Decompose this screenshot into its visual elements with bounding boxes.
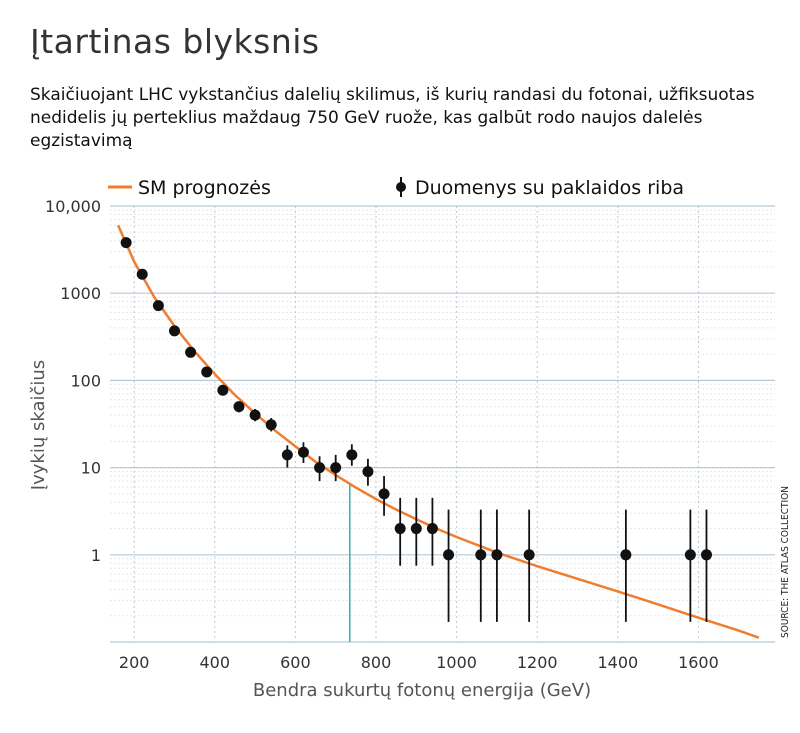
data-point <box>346 444 358 466</box>
data-marker <box>168 325 180 337</box>
data-marker <box>491 549 503 561</box>
x-tick-label: 1200 <box>517 653 558 672</box>
data-point <box>410 497 422 566</box>
data-point <box>394 497 406 566</box>
data-point <box>152 300 164 312</box>
x-tick-label: 600 <box>280 653 311 672</box>
data-marker <box>281 449 293 461</box>
legend-label-data: Duomenys su paklaidos riba <box>415 177 684 199</box>
data-marker <box>233 401 245 413</box>
data-marker <box>297 446 309 458</box>
source-note: SOURCE: THE ATLAS COLLECTION <box>780 486 791 638</box>
data-marker <box>265 419 277 431</box>
x-tick-label: 200 <box>119 653 150 672</box>
data-marker <box>201 366 213 378</box>
x-tick-label: 1400 <box>597 653 638 672</box>
data-marker <box>620 549 632 561</box>
legend: SM prognozės Duomenys su paklaidos riba <box>108 177 684 199</box>
data-marker <box>346 449 358 461</box>
data-point <box>265 418 277 432</box>
prediction-layer <box>116 224 760 639</box>
data-marker <box>249 409 261 421</box>
data-marker <box>362 466 374 478</box>
data-marker <box>185 346 197 358</box>
data-marker <box>394 523 406 535</box>
prediction-curve <box>116 224 760 639</box>
data-marker <box>330 462 342 474</box>
data-marker <box>443 549 455 561</box>
data-layer <box>120 237 712 622</box>
x-axis-label: Bendra sukurtų fotonų energija (GeV) <box>253 680 591 701</box>
data-point <box>168 325 180 337</box>
grid <box>110 205 775 643</box>
data-point <box>249 408 261 422</box>
data-marker <box>120 237 132 249</box>
y-tick-label: 100 <box>70 371 101 390</box>
data-point <box>443 509 455 622</box>
data-point <box>201 366 213 378</box>
data-point <box>281 445 293 468</box>
data-point <box>314 456 326 482</box>
data-point <box>120 237 132 249</box>
data-marker <box>475 549 487 561</box>
y-tick-label: 10,000 <box>45 197 101 216</box>
data-point <box>684 509 696 622</box>
data-marker <box>700 549 712 561</box>
data-marker <box>152 300 164 312</box>
data-point <box>297 442 309 463</box>
chart-title: Įtartinas blyksnis <box>30 22 320 61</box>
y-tick-label: 10 <box>81 459 101 478</box>
data-point <box>700 509 712 622</box>
data-point <box>330 454 342 482</box>
x-axis-ticks: 200 400 600 800 1000 1200 1400 1600 <box>119 653 719 672</box>
chart-subtitle: Skaičiuojant LHC vykstančius dalelių ski… <box>30 85 755 151</box>
data-point <box>426 497 438 566</box>
y-axis-ticks: 1 10 100 1000 10,000 <box>45 197 101 565</box>
data-marker <box>314 462 326 474</box>
data-marker <box>136 268 148 280</box>
y-tick-label: 1000 <box>60 284 101 303</box>
data-point <box>523 509 535 622</box>
x-tick-label: 1000 <box>436 653 477 672</box>
y-tick-label: 1 <box>91 546 101 565</box>
data-marker <box>426 523 438 535</box>
data-point <box>362 458 374 486</box>
legend-label-prediction: SM prognozės <box>138 177 271 199</box>
data-point <box>185 346 197 358</box>
data-point <box>491 509 503 622</box>
data-point <box>136 268 148 280</box>
data-marker <box>684 549 696 561</box>
x-tick-label: 400 <box>200 653 231 672</box>
y-axis-label: Įvykių skaičius <box>28 360 49 490</box>
data-point <box>378 476 390 516</box>
data-marker <box>410 523 422 535</box>
legend-dot-icon <box>396 182 406 192</box>
data-marker <box>523 549 535 561</box>
x-tick-label: 800 <box>361 653 392 672</box>
data-point <box>217 384 229 396</box>
data-point <box>475 509 487 622</box>
x-tick-label: 1600 <box>678 653 719 672</box>
data-marker <box>217 384 229 396</box>
data-marker <box>378 488 390 500</box>
data-point <box>233 401 245 413</box>
data-point <box>620 509 632 622</box>
